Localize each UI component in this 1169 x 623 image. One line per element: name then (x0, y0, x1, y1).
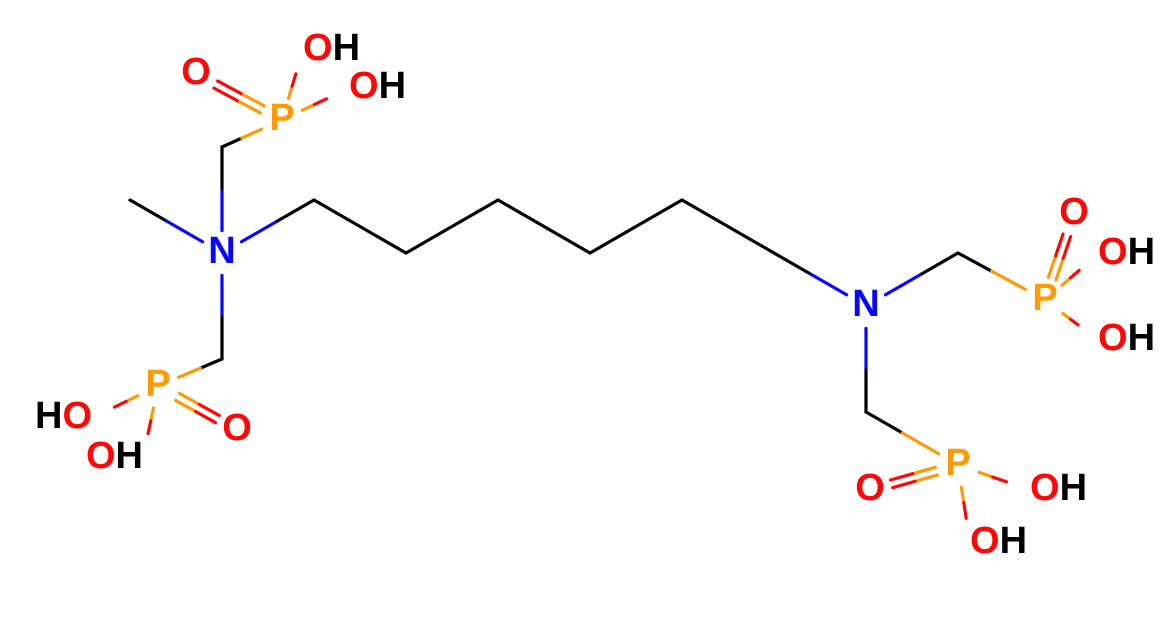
atom-label-O4h1: OH (1030, 467, 1087, 509)
bond (993, 477, 1007, 482)
atom-label-O2h1: OH (86, 435, 143, 477)
bond (200, 359, 222, 368)
atom-label-P1: P (269, 97, 294, 139)
bond (151, 408, 154, 421)
bond (148, 421, 151, 434)
atom-label-O2d: O (222, 407, 252, 449)
bond (179, 368, 201, 377)
bond (590, 200, 682, 253)
atom-label-O3h1: OH (1098, 231, 1155, 273)
atom-label-O3d: O (1059, 191, 1089, 233)
bond (810, 274, 846, 295)
atom-label-O1h1: OH (303, 27, 360, 69)
bond (958, 253, 992, 271)
bond (961, 487, 963, 503)
bond (922, 253, 958, 274)
bond (774, 253, 810, 274)
atom-label-P3: P (1032, 277, 1057, 319)
atom-label-O4h2: OH (970, 520, 1027, 562)
bond (1070, 319, 1078, 325)
bond (682, 200, 774, 253)
bond (314, 99, 326, 105)
bond (126, 396, 138, 402)
bonds-layer (114, 74, 1079, 518)
bond (114, 401, 126, 407)
labels-layer: NNPOOHOHPOOHHOPOOHOHPOOHOH (35, 27, 1155, 562)
bond (913, 467, 935, 473)
bond (130, 200, 166, 221)
bond (891, 474, 913, 480)
bond (1062, 278, 1071, 285)
bond (964, 503, 966, 519)
bond (498, 200, 590, 253)
atom-label-N1: N (208, 230, 235, 272)
atom-label-O1d: O (181, 51, 211, 93)
bond (992, 271, 1026, 289)
bond (1071, 270, 1080, 277)
atom-label-O3h2: OH (1098, 317, 1155, 359)
bond (1063, 237, 1070, 259)
molecule-diagram: NNPOOHOHPOOHHOPOOHOHPOOHOH (0, 0, 1169, 623)
bond (314, 200, 406, 253)
bond (1056, 234, 1063, 256)
atom-label-P4: P (945, 442, 970, 484)
bond (979, 472, 993, 477)
bond (406, 200, 498, 253)
bond (915, 475, 937, 481)
bond (302, 105, 314, 111)
bond (893, 481, 915, 487)
atom-label-O4d: O (855, 467, 885, 509)
atom-label-O2h2: HO (35, 395, 92, 437)
atom-label-N2: N (852, 283, 879, 325)
atom-label-P2: P (145, 363, 170, 405)
bond (292, 74, 296, 86)
bond (278, 200, 314, 221)
bond (866, 412, 902, 433)
bond (902, 433, 938, 454)
bond (166, 221, 202, 242)
atom-label-O1h2: OH (349, 65, 406, 107)
bond (885, 274, 921, 295)
bond (241, 221, 277, 242)
bond (222, 138, 242, 147)
bond (242, 129, 262, 138)
bond (1048, 256, 1055, 278)
